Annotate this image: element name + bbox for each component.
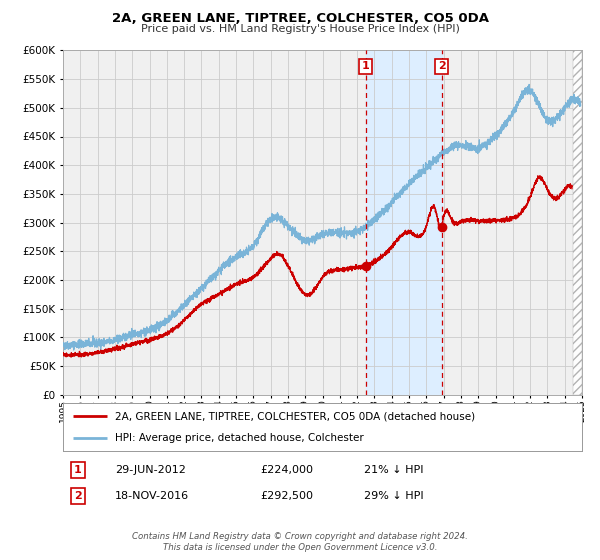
Bar <box>574 50 582 395</box>
Text: 1: 1 <box>74 465 82 475</box>
Text: HPI: Average price, detached house, Colchester: HPI: Average price, detached house, Colc… <box>115 433 364 443</box>
Text: 21% ↓ HPI: 21% ↓ HPI <box>364 465 424 475</box>
Text: This data is licensed under the Open Government Licence v3.0.: This data is licensed under the Open Gov… <box>163 543 437 552</box>
Text: 1: 1 <box>362 62 370 72</box>
Text: £292,500: £292,500 <box>260 491 313 501</box>
Text: 2A, GREEN LANE, TIPTREE, COLCHESTER, CO5 0DA: 2A, GREEN LANE, TIPTREE, COLCHESTER, CO5… <box>112 12 488 25</box>
Text: 18-NOV-2016: 18-NOV-2016 <box>115 491 189 501</box>
Bar <box>366 50 442 395</box>
Text: Contains HM Land Registry data © Crown copyright and database right 2024.: Contains HM Land Registry data © Crown c… <box>132 532 468 541</box>
Text: £224,000: £224,000 <box>260 465 313 475</box>
Text: Price paid vs. HM Land Registry's House Price Index (HPI): Price paid vs. HM Land Registry's House … <box>140 24 460 34</box>
Text: 29% ↓ HPI: 29% ↓ HPI <box>364 491 424 501</box>
Text: 29-JUN-2012: 29-JUN-2012 <box>115 465 186 475</box>
Text: 2A, GREEN LANE, TIPTREE, COLCHESTER, CO5 0DA (detached house): 2A, GREEN LANE, TIPTREE, COLCHESTER, CO5… <box>115 411 475 421</box>
Text: 2: 2 <box>437 62 445 72</box>
Text: 2: 2 <box>74 491 82 501</box>
